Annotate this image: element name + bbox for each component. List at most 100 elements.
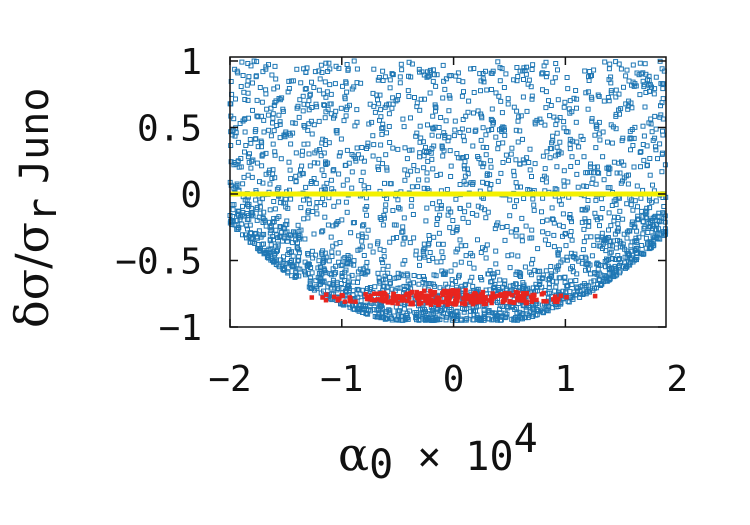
- blue-point: [487, 172, 493, 178]
- blue-point: [273, 227, 279, 233]
- blue-point: [414, 130, 420, 136]
- blue-point: [400, 224, 406, 230]
- blue-point: [403, 316, 409, 322]
- blue-point: [659, 66, 665, 72]
- blue-point: [586, 219, 592, 224]
- blue-point: [299, 152, 305, 158]
- blue-point: [436, 133, 441, 139]
- blue-point: [395, 308, 401, 314]
- blue-point: [384, 167, 390, 173]
- blue-point: [554, 130, 560, 136]
- blue-point: [259, 163, 265, 169]
- y-axis-subscript: r: [20, 198, 66, 222]
- blue-point: [495, 178, 501, 184]
- blue-point: [377, 304, 383, 310]
- red-point: [339, 292, 345, 298]
- blue-point: [228, 159, 234, 165]
- red-point: [416, 299, 421, 305]
- blue-point: [461, 138, 467, 144]
- blue-point: [329, 254, 335, 259]
- blue-point: [565, 283, 571, 289]
- blue-point: [577, 289, 583, 295]
- blue-point: [430, 166, 436, 172]
- blue-point: [599, 206, 605, 211]
- blue-point: [440, 271, 446, 277]
- blue-point: [290, 264, 296, 270]
- red-point: [455, 297, 460, 303]
- blue-point: [551, 232, 557, 238]
- blue-point: [281, 254, 286, 260]
- blue-point: [637, 92, 643, 98]
- blue-point: [658, 112, 664, 118]
- blue-point: [598, 215, 604, 221]
- blue-point: [314, 211, 320, 217]
- blue-point: [521, 65, 527, 71]
- blue-point: [268, 133, 274, 139]
- blue-point: [581, 281, 587, 287]
- blue-point: [378, 107, 384, 113]
- blue-point: [254, 97, 260, 103]
- blue-point: [655, 156, 660, 162]
- blue-point: [441, 78, 447, 84]
- blue-point: [396, 274, 402, 280]
- blue-point: [620, 178, 625, 184]
- blue-point: [240, 181, 246, 187]
- blue-point: [375, 270, 381, 276]
- blue-point: [622, 254, 628, 260]
- blue-point: [366, 185, 372, 191]
- blue-point: [522, 264, 528, 270]
- blue-point: [628, 100, 634, 106]
- blue-point: [328, 177, 334, 183]
- blue-point: [364, 212, 369, 218]
- red-point: [323, 292, 329, 297]
- blue-point: [311, 122, 317, 128]
- blue-point: [520, 94, 526, 100]
- blue-point: [298, 227, 304, 233]
- blue-point: [293, 150, 299, 156]
- blue-point: [311, 287, 317, 293]
- blue-point: [382, 316, 388, 322]
- blue-point: [337, 150, 343, 156]
- blue-point: [343, 80, 349, 86]
- y-axis-ticks: 1 0.5 0 −0.5 −1: [115, 42, 666, 349]
- blue-point: [501, 314, 507, 320]
- blue-point: [581, 154, 587, 160]
- red-point: [401, 295, 406, 301]
- blue-point: [629, 105, 635, 111]
- blue-point: [548, 264, 554, 269]
- blue-point: [387, 281, 393, 287]
- blue-point: [427, 90, 433, 96]
- blue-point: [409, 61, 415, 67]
- blue-point: [430, 255, 436, 261]
- blue-point: [575, 184, 581, 190]
- blue-point: [634, 70, 640, 76]
- blue-point: [546, 303, 552, 309]
- blue-point: [383, 152, 389, 158]
- blue-point: [568, 216, 574, 222]
- blue-point: [288, 257, 294, 263]
- blue-point: [284, 218, 290, 224]
- blue-point: [362, 271, 368, 277]
- blue-point: [653, 144, 658, 150]
- blue-point: [458, 243, 464, 249]
- blue-point: [580, 247, 586, 253]
- blue-point: [360, 169, 366, 175]
- blue-point: [319, 271, 325, 277]
- y-axis-tag: Juno: [12, 88, 58, 184]
- blue-point: [390, 145, 396, 151]
- blue-point: [354, 107, 360, 113]
- blue-point: [519, 215, 525, 221]
- blue-point: [260, 151, 266, 157]
- blue-point: [608, 88, 614, 94]
- blue-point: [420, 139, 426, 145]
- blue-point: [578, 291, 584, 297]
- blue-point: [499, 304, 505, 309]
- blue-point: [316, 68, 322, 74]
- blue-point: [274, 186, 280, 192]
- blue-point: [394, 235, 400, 240]
- blue-point: [532, 301, 538, 307]
- blue-point: [314, 104, 320, 110]
- blue-point: [400, 116, 406, 122]
- blue-point: [230, 127, 236, 133]
- blue-point: [417, 150, 423, 156]
